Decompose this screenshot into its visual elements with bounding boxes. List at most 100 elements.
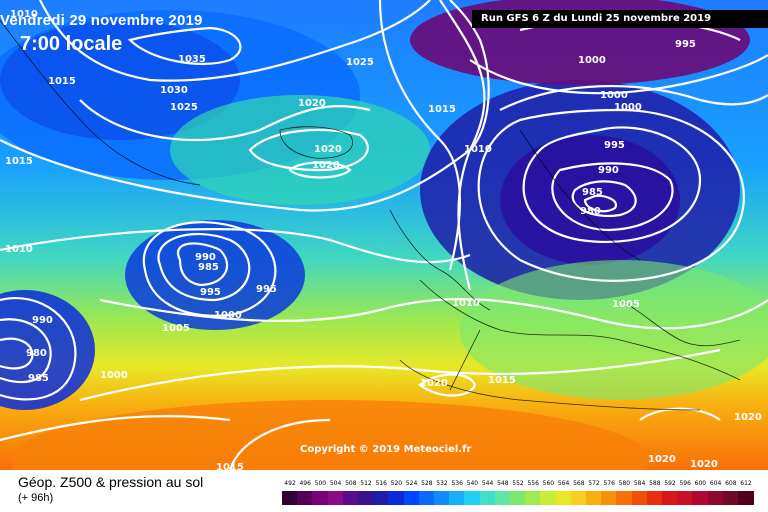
scale-label: 508 bbox=[345, 480, 357, 487]
isobar-label: 980 bbox=[26, 348, 47, 359]
isobar-label: 1020 bbox=[314, 144, 342, 155]
isobar-label: 1015 bbox=[428, 104, 456, 115]
scale-label: 540 bbox=[466, 480, 479, 487]
scale-label: 532 bbox=[436, 480, 448, 487]
subtropical-high bbox=[10, 400, 650, 470]
scale-swatch bbox=[540, 491, 557, 505]
scale-label: 580 bbox=[618, 480, 631, 487]
scale-label: 584 bbox=[633, 480, 646, 487]
scale-swatch bbox=[601, 491, 617, 505]
isobar-label: 1010 bbox=[10, 9, 38, 20]
isobar-label: 1010 bbox=[464, 144, 492, 155]
scale-swatch bbox=[403, 491, 420, 505]
scale-swatch bbox=[646, 491, 663, 505]
isobar-label: 1025 bbox=[170, 102, 198, 113]
isobar-label: 990 bbox=[195, 252, 216, 263]
scale-label: 608 bbox=[725, 480, 737, 487]
copyright-notice: Copyright © 2019 Meteociel.fr bbox=[300, 444, 472, 455]
isobar-label: 1020 bbox=[312, 160, 340, 171]
isobar-label: 995 bbox=[200, 287, 221, 298]
isobar-labels: 1010 1015 1035 1030 1025 1025 1020 1015 … bbox=[5, 9, 762, 470]
iceland-ridge bbox=[170, 95, 430, 205]
isobar-label: 990 bbox=[598, 165, 619, 176]
color-scale: 492 496 500 504 508 512 516 520 524 528 532 536 540 5… bbox=[282, 480, 754, 508]
scale-label: 492 bbox=[284, 480, 296, 487]
isobar-label: 1030 bbox=[160, 85, 188, 96]
scale-label: 504 bbox=[329, 480, 342, 487]
scale-swatch bbox=[282, 491, 298, 505]
coastlines bbox=[0, 19, 741, 411]
forecast-date: Vendredi 29 novembre 2019 bbox=[0, 12, 203, 29]
scale-swatch bbox=[510, 491, 526, 505]
isobar-label: 1000 bbox=[100, 370, 128, 381]
scale-swatch bbox=[342, 491, 359, 505]
scale-swatch bbox=[570, 491, 587, 505]
isobar-label: 1000 bbox=[578, 55, 606, 66]
isobar-label: 985 bbox=[28, 373, 49, 384]
isobar-label: 1015 bbox=[488, 375, 516, 386]
isobar-label: 1000 bbox=[600, 90, 628, 101]
isobar-label: 995 bbox=[675, 39, 696, 50]
isobar-label: 1020 bbox=[298, 98, 326, 109]
scale-swatch bbox=[373, 491, 389, 505]
run-info: Run GFS 6 Z du Lundi 25 novembre 2019 bbox=[472, 10, 768, 28]
scale-label: 560 bbox=[542, 480, 555, 487]
isobar-label: 1020 bbox=[690, 459, 718, 470]
scale-swatch bbox=[464, 491, 481, 505]
scale-swatch bbox=[662, 491, 678, 505]
scale-label: 528 bbox=[421, 480, 433, 487]
isobar-label: 1035 bbox=[178, 54, 206, 65]
weather-map: 1010 1015 1035 1030 1025 1025 1020 1015 … bbox=[0, 0, 768, 470]
scale-swatch bbox=[297, 491, 313, 505]
scale-label: 516 bbox=[375, 480, 387, 487]
legend-footer: Géop. Z500 & pression au sol (+ 96h) 492… bbox=[0, 470, 768, 512]
scale-label: 496 bbox=[299, 480, 311, 487]
scale-label: 520 bbox=[390, 480, 403, 487]
isobar-label: 1005 bbox=[612, 299, 640, 310]
scale-swatch bbox=[358, 491, 374, 505]
scale-swatch bbox=[738, 491, 754, 505]
scale-swatch bbox=[449, 491, 465, 505]
scale-label: 572 bbox=[588, 480, 600, 487]
scale-label: 500 bbox=[314, 480, 327, 487]
scale-label: 592 bbox=[664, 480, 676, 487]
scale-label: 556 bbox=[527, 480, 539, 487]
scale-swatch bbox=[388, 491, 405, 505]
scale-label: 564 bbox=[557, 480, 570, 487]
isobar-label: 1020 bbox=[648, 454, 676, 465]
isobar-label: 1000 bbox=[214, 310, 242, 321]
scale-label: 544 bbox=[481, 480, 494, 487]
forecast-time: 7:00 locale bbox=[20, 33, 123, 55]
scale-label: 588 bbox=[649, 480, 661, 487]
scale-label: 596 bbox=[679, 480, 691, 487]
scale-swatch bbox=[616, 491, 633, 505]
scale-swatch bbox=[722, 491, 739, 505]
scale-label: 612 bbox=[740, 480, 752, 487]
scale-swatch bbox=[692, 491, 709, 505]
isobar-label: 1020 bbox=[734, 412, 762, 423]
scale-swatch bbox=[494, 491, 511, 505]
forecast-lead-time: (+ 96h) bbox=[18, 492, 54, 504]
scale-swatch bbox=[586, 491, 602, 505]
isobar-label: 1010 bbox=[452, 298, 480, 309]
scale-swatch bbox=[525, 491, 541, 505]
isobar-label: 980 bbox=[580, 206, 601, 217]
scale-label: 512 bbox=[360, 480, 372, 487]
scale-label: 568 bbox=[573, 480, 585, 487]
scale-swatch bbox=[312, 491, 329, 505]
scale-label: 552 bbox=[512, 480, 524, 487]
scale-swatch bbox=[479, 491, 496, 505]
scale-swatch bbox=[631, 491, 648, 505]
scale-swatch bbox=[327, 491, 344, 505]
scale-label: 536 bbox=[451, 480, 463, 487]
isobar-label: 990 bbox=[32, 315, 53, 326]
isobar-label: 1020 bbox=[420, 378, 448, 389]
map-title: Géop. Z500 & pression au sol bbox=[18, 474, 204, 490]
isobar-label: 985 bbox=[582, 187, 603, 198]
isobar-label: 1010 bbox=[5, 244, 33, 255]
isobar-label: 1015 bbox=[5, 156, 33, 167]
greenland-core bbox=[0, 20, 240, 140]
scale-swatch bbox=[434, 491, 450, 505]
isobar-label: 1000 bbox=[614, 102, 642, 113]
scale-swatch bbox=[418, 491, 435, 505]
